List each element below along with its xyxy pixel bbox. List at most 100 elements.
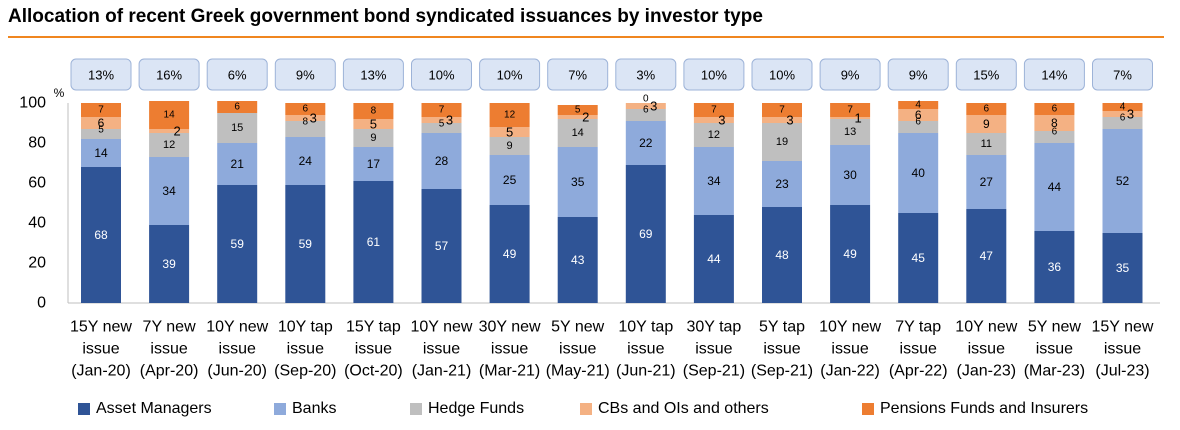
bar-segment-hedge-funds	[898, 121, 939, 133]
data-label-banks: 40	[912, 166, 926, 180]
data-label-hedge-funds: 9	[370, 132, 376, 144]
bar-segment-asset-managers	[285, 185, 326, 303]
bar-segment-hedge-funds	[1034, 131, 1075, 143]
bar-segment-asset-managers	[217, 185, 258, 303]
bar-segment-cbs-and-ois-and-others	[285, 115, 326, 121]
x-tick-label: 30Y new	[479, 319, 541, 336]
data-label-pensions-funds-and-insurers: 6	[234, 102, 240, 113]
y-tick-label: 40	[28, 215, 46, 232]
x-tick-label: (Apr-22)	[889, 363, 948, 380]
x-tick-label: (Sep-21)	[683, 363, 745, 380]
data-label-hedge-funds: 6	[643, 105, 649, 116]
bar-segment-asset-managers	[762, 207, 802, 303]
x-tick-label: 15Y new	[70, 319, 132, 336]
bar-segment-hedge-funds	[421, 123, 462, 133]
data-label-cbs-and-ois-and-others: 3	[718, 113, 725, 128]
callout-bubble	[274, 58, 336, 91]
data-label-asset-managers: 57	[435, 239, 449, 253]
y-tick-label: 80	[28, 135, 46, 152]
bar-segment-banks	[149, 157, 190, 225]
data-label-hedge-funds: 5	[98, 125, 104, 136]
data-label-asset-managers: 59	[299, 237, 313, 251]
x-tick-label: 30Y tap	[686, 319, 741, 336]
bar-segment-cbs-and-ois-and-others	[1102, 111, 1143, 117]
bar-segment-asset-managers	[898, 213, 939, 303]
legend-swatch-banks	[274, 403, 286, 415]
bar-segment-asset-managers	[1034, 231, 1075, 303]
callout-label: 9%	[909, 68, 928, 83]
x-tick-label: 7Y tap	[895, 319, 941, 336]
x-tick-label: 15Y tap	[346, 319, 401, 336]
data-label-banks: 34	[162, 184, 176, 198]
x-tick-label: 15Y new	[1092, 319, 1154, 336]
data-label-hedge-funds: 8	[303, 117, 309, 128]
bar-segment-asset-managers	[81, 167, 121, 303]
x-tick-label: (Jan-23)	[957, 363, 1017, 380]
x-tick-label: (Jan-22)	[820, 363, 880, 380]
bar-segment-cbs-and-ois-and-others	[557, 115, 598, 119]
data-label-cbs-and-ois-and-others: 3	[786, 113, 793, 128]
data-label-asset-managers: 35	[1116, 261, 1130, 275]
data-label-banks: 14	[94, 146, 108, 160]
bar-segment-cbs-and-ois-and-others	[966, 115, 1007, 133]
x-tick-label: (Oct-20)	[344, 363, 403, 380]
data-label-hedge-funds: 9	[507, 140, 513, 152]
data-label-banks: 25	[503, 173, 517, 187]
data-label-banks: 30	[843, 168, 857, 182]
bar-segment-banks	[217, 143, 258, 185]
callout-label: 14%	[1041, 68, 1067, 83]
data-label-asset-managers: 68	[94, 228, 108, 242]
data-label-hedge-funds: 19	[776, 136, 788, 148]
x-tick-label: issue	[82, 341, 119, 358]
legend-label-pensions-insurers: Pensions Funds and Insurers	[880, 400, 1089, 417]
bar-segment-hedge-funds	[830, 119, 871, 145]
data-label-pensions-funds-and-insurers: 8	[371, 106, 377, 117]
callout-bubble	[819, 58, 881, 91]
callout-bubble	[206, 58, 268, 91]
x-tick-label: 10Y tap	[618, 319, 673, 336]
callout-label: 6%	[228, 68, 247, 83]
legend-label-banks: Banks	[292, 400, 337, 417]
x-tick-label: (Jan-20)	[71, 363, 131, 380]
bar-segment-hedge-funds	[285, 121, 326, 137]
bar-segment-banks	[693, 147, 734, 215]
data-label-hedge-funds: 6	[915, 117, 921, 128]
callout-bubble	[411, 58, 472, 91]
data-label-cbs-and-ois-and-others: 5	[506, 125, 513, 140]
callout-label: 13%	[360, 68, 386, 83]
x-tick-label: 5Y tap	[759, 319, 805, 336]
data-label-cbs-and-ois-and-others: 5	[370, 117, 377, 132]
bar-segment-cbs-and-ois-and-others	[693, 117, 734, 123]
legend-item-asset-managers: Asset Managers	[78, 398, 212, 420]
x-tick-label: issue	[763, 341, 800, 358]
data-label-hedge-funds: 12	[708, 129, 720, 141]
bar-segment-cbs-and-ois-and-others	[625, 103, 666, 109]
data-label-cbs-and-ois-and-others: 3	[1127, 107, 1134, 122]
legend-swatch-pensions-insurers	[862, 403, 874, 415]
data-label-banks: 34	[707, 174, 721, 188]
callout-label: 7%	[568, 68, 587, 83]
bar-segment-hedge-funds	[81, 129, 121, 139]
bar-segment-hedge-funds	[149, 133, 190, 157]
data-label-pensions-funds-and-insurers: 14	[164, 110, 176, 121]
callout-label: 13%	[88, 68, 114, 83]
data-label-cbs-and-ois-and-others: 2	[582, 110, 589, 125]
bar-segment-cbs-and-ois-and-others	[1034, 115, 1075, 131]
callout-bubble	[547, 58, 609, 91]
x-tick-label: issue	[968, 341, 1005, 358]
x-tick-label: issue	[287, 341, 324, 358]
x-tick-label: issue	[150, 341, 187, 358]
bar-segment-pensions-funds-and-insurers	[693, 103, 734, 117]
x-tick-label: 10Y new	[955, 319, 1017, 336]
callout-bubble	[342, 58, 404, 91]
legend-label-hedge-funds: Hedge Funds	[428, 400, 525, 417]
data-label-cbs-and-ois-and-others: 2	[173, 124, 180, 139]
bar-segment-asset-managers	[489, 205, 530, 303]
callout-bubble	[683, 58, 745, 91]
bar-segment-pensions-funds-and-insurers	[762, 103, 802, 117]
bar-segment-banks	[966, 155, 1007, 209]
legend-label-asset-managers: Asset Managers	[96, 400, 212, 417]
bar-segment-pensions-funds-and-insurers	[489, 103, 530, 127]
bar-segment-pensions-funds-and-insurers	[1034, 103, 1075, 115]
legend-swatch-hedge-funds	[410, 403, 422, 415]
